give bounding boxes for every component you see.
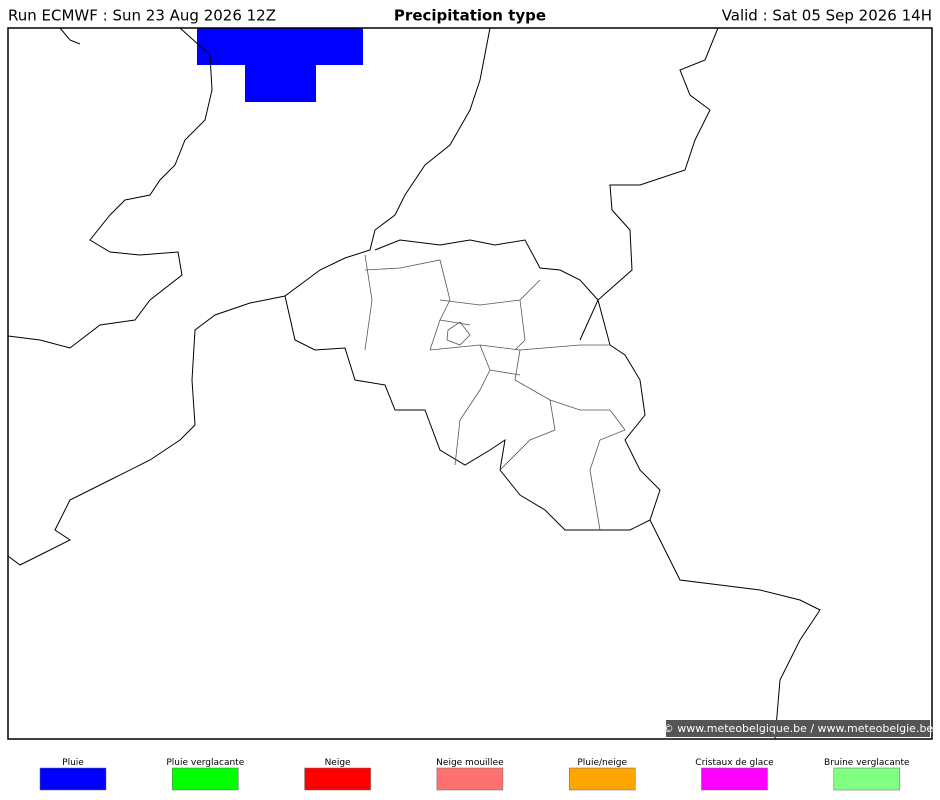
border (649, 519, 821, 740)
province-border (446, 321, 471, 346)
legend: Pluie Pluie verglacante Neige Neige mouille… (39, 758, 910, 791)
coastline (59, 27, 81, 45)
legend-label: Pluie/neige (577, 758, 627, 768)
legend-swatch (568, 767, 636, 791)
legend-swatch (172, 767, 239, 791)
map: © www.meteobelgique.be / www.meteobelgie… (7, 27, 934, 740)
legend-label: Pluie verglacante (166, 758, 244, 768)
legend-label: Neige mouillee (436, 758, 504, 768)
copyright: © www.meteobelgique.be / www.meteobelgie… (663, 722, 934, 735)
legend-swatch (39, 767, 107, 791)
legend-label: Pluie (62, 758, 84, 768)
title: Precipitation type (394, 7, 546, 25)
legend-swatch (436, 767, 504, 791)
legend-label: Bruine verglacante (824, 758, 910, 768)
map-frame (7, 27, 933, 740)
coastline (7, 27, 213, 349)
province-border (364, 254, 626, 531)
copyright-box (666, 720, 930, 737)
legend-label: Cristaux de glace (695, 758, 774, 768)
coastline (7, 27, 491, 566)
legend-swatch (833, 767, 901, 791)
legend-swatch (304, 767, 371, 791)
border (579, 27, 719, 341)
precip-area (197, 28, 363, 102)
border (284, 239, 661, 531)
legend-swatch (701, 767, 768, 791)
valid-label: Valid : Sat 05 Sep 2026 14H (722, 7, 932, 25)
run-label: Run ECMWF : Sun 23 Aug 2026 12Z (8, 7, 276, 25)
legend-label: Neige (325, 758, 351, 768)
